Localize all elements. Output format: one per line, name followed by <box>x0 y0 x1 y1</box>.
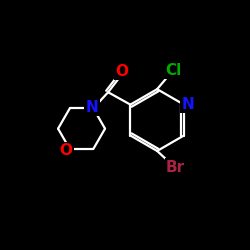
Text: N: N <box>181 97 194 112</box>
Text: O: O <box>115 64 128 79</box>
Text: Br: Br <box>166 160 185 174</box>
Text: N: N <box>86 100 98 114</box>
Text: Cl: Cl <box>165 63 181 78</box>
Text: O: O <box>60 143 72 158</box>
